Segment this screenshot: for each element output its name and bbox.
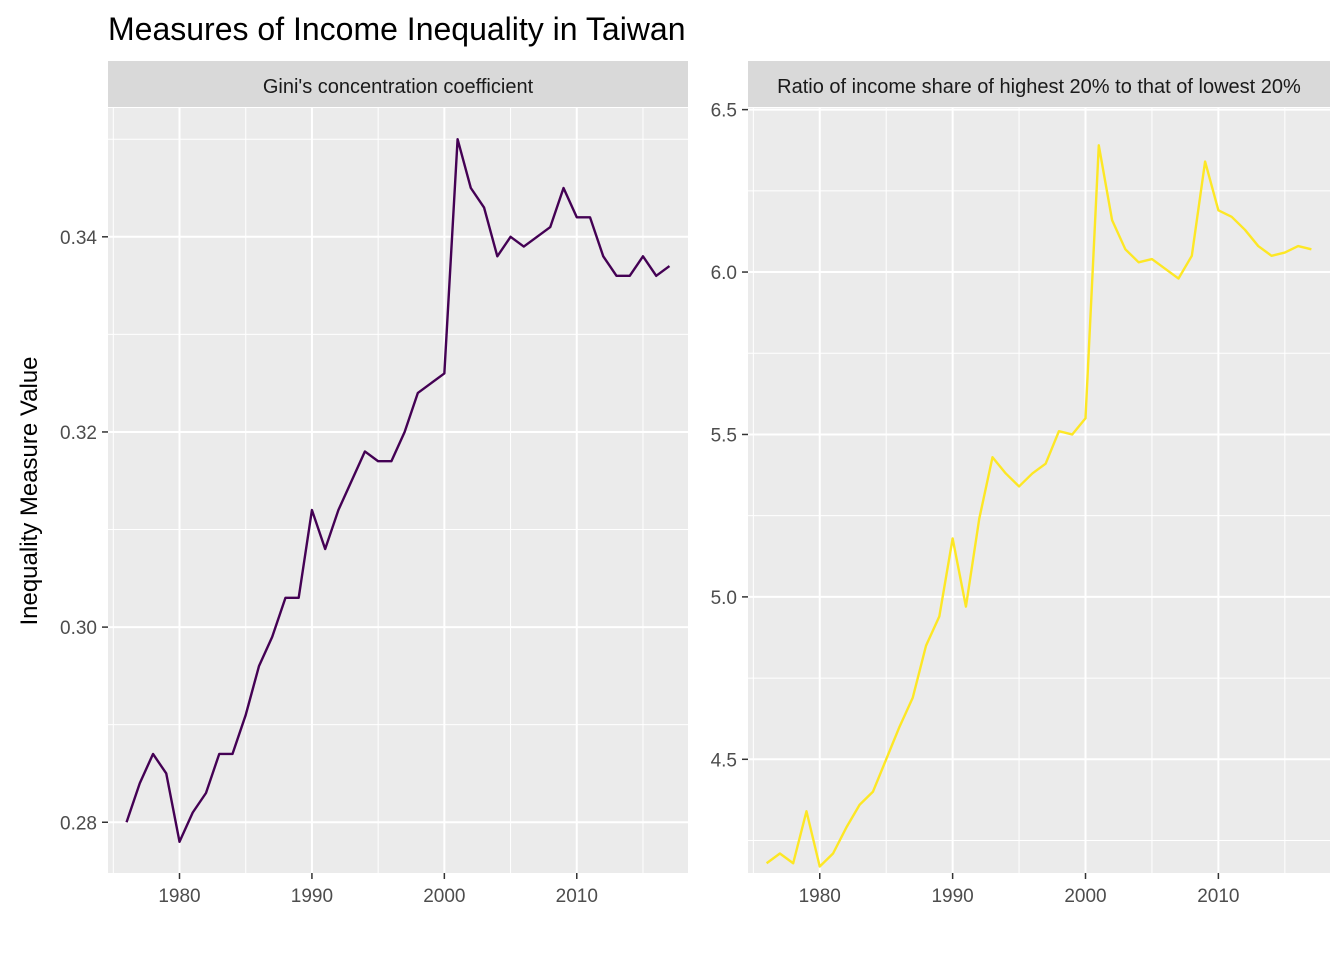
y-tick-label: 0.32 [60,423,97,444]
panel-background [748,108,1330,873]
x-tick-label: 1980 [158,886,200,907]
panel-gini: Gini's concentration coefficient 1980 1990… [60,61,688,907]
x-tick-label: 1990 [931,886,973,907]
panel-background [108,108,688,873]
series-line [765,144,1312,868]
y-tick-label: 0.28 [60,813,97,834]
y-tick-label: 4.5 [711,750,737,771]
facet-strip [108,61,688,107]
y-axis-title: Inequality Measure Value [16,356,43,625]
x-tick-label: 2010 [1197,886,1239,907]
facet-strip [748,61,1330,107]
chart-title: Measures of Income Inequality in Taiwan [108,11,686,47]
facet-strip-label: Ratio of income share of highest 20% to … [777,76,1301,98]
y-tick-label: 6.0 [711,263,737,284]
x-tick-label: 2010 [556,886,598,907]
y-tick-label: 0.30 [60,618,97,639]
panel-quintile-ratio: Ratio of income share of highest 20% to … [711,61,1330,907]
x-tick-label: 1990 [291,886,333,907]
y-tick-label: 6.5 [711,101,737,122]
y-tick-label: 5.0 [711,588,737,609]
y-tick-label: 0.34 [60,228,97,249]
x-tick-label: 2000 [1064,886,1106,907]
x-tick-label: 1980 [799,886,841,907]
y-tick-label: 5.5 [711,425,737,446]
facet-strip-label: Gini's concentration coefficient [263,76,534,98]
x-tick-label: 2000 [423,886,465,907]
series-line [125,138,671,843]
